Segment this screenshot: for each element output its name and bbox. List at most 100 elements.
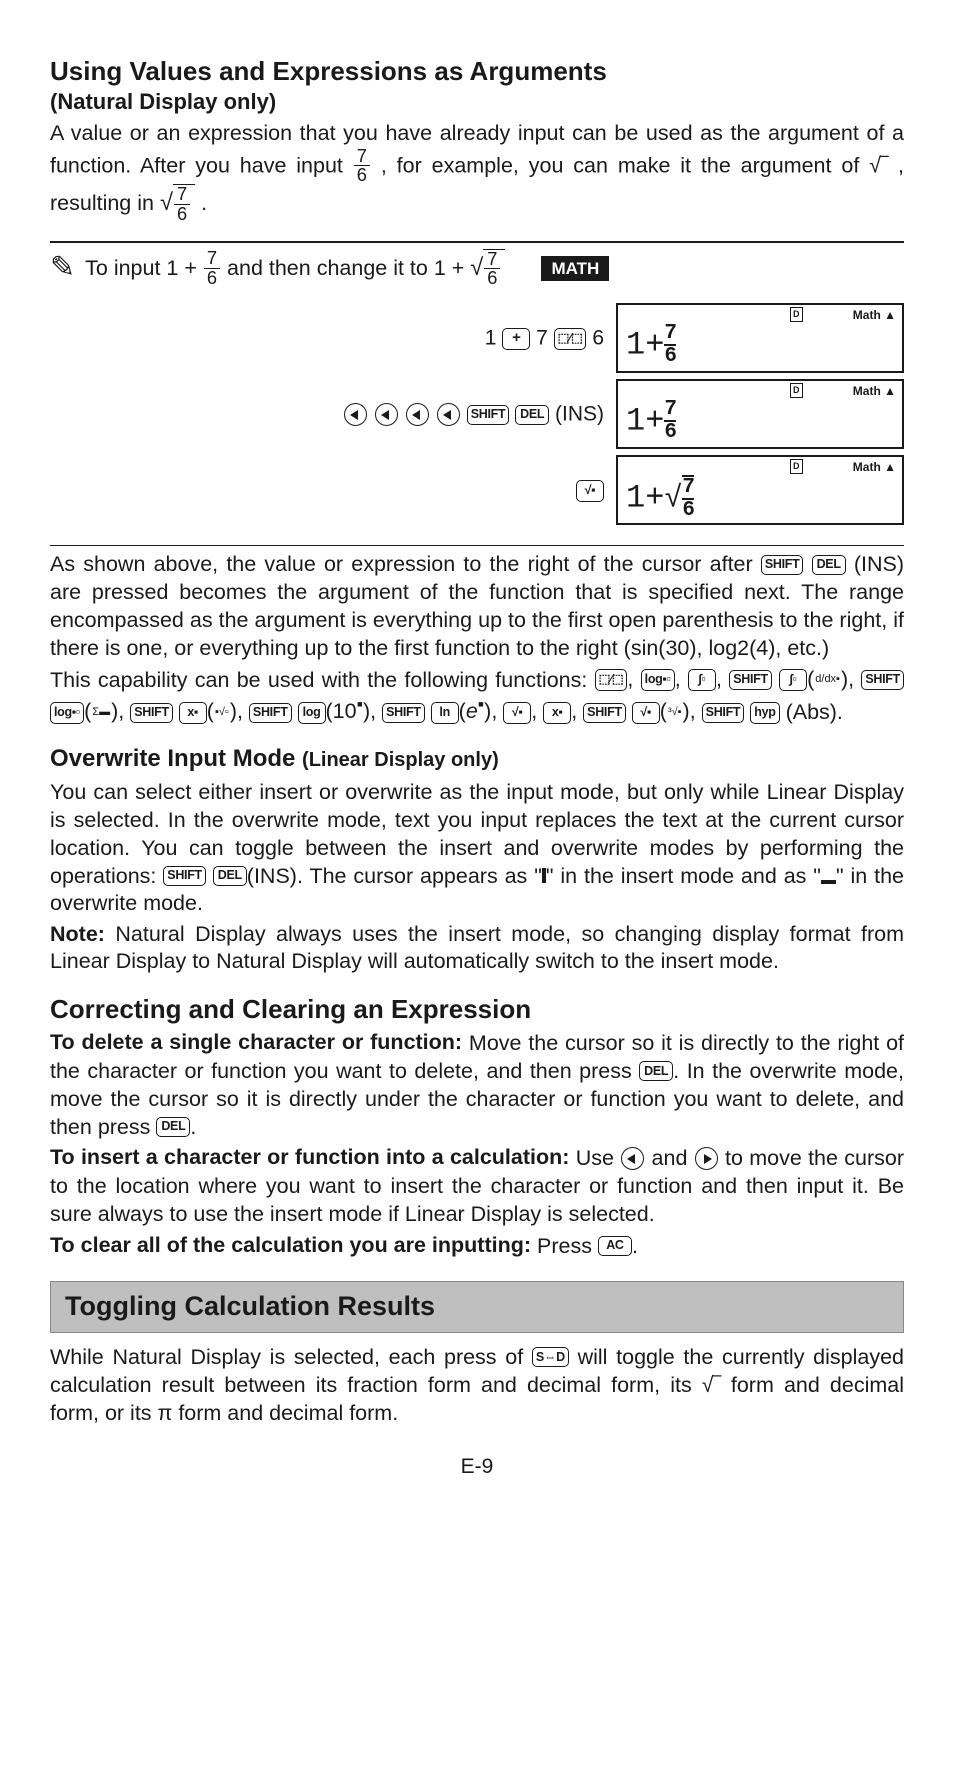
disp1-pre: 1+: [626, 327, 664, 364]
s1b-p2b: (Abs).: [786, 700, 843, 724]
s1-after-p2: This capability can be used with the fol…: [50, 666, 904, 727]
key-shift: SHIFT: [382, 703, 425, 723]
s1-intro-b: , for example, you can make it the argum…: [371, 153, 869, 177]
key-fn: log: [298, 702, 326, 724]
s3-p3l: To clear all of the calculation you are …: [50, 1233, 531, 1257]
key-fn: ∫▫: [779, 669, 807, 691]
ind-math: Math ▲: [853, 309, 896, 321]
s1-title: Using Values and Expressions as Argument…: [50, 55, 904, 88]
key-shift: SHIFT: [761, 555, 804, 575]
nav-left-icon: [621, 1147, 644, 1170]
example-head: ✎ To input 1 + 76 and then change it to …: [50, 249, 904, 288]
key-shift: SHIFT: [702, 703, 745, 723]
key-fn: ln: [431, 702, 459, 724]
key-ac: AC: [598, 1236, 632, 1256]
s2-pc: " in the insert mode and as ": [546, 863, 821, 887]
disp3-sqrt: √: [664, 483, 682, 517]
key-del: DEL: [639, 1061, 673, 1081]
s3-p2b: and: [645, 1146, 693, 1170]
s1-subtitle: (Natural Display only): [50, 88, 904, 116]
s3-p3b: .: [632, 1234, 638, 1258]
ind-d: D: [790, 459, 803, 474]
math-badge: MATH: [541, 256, 609, 281]
nav-left-icon: [375, 403, 398, 426]
s2-note: Note: Natural Display always uses the in…: [50, 921, 904, 975]
fn-glyph: d/dx▪: [815, 673, 840, 687]
frac-7-6: 76: [354, 147, 370, 185]
key-fn: √▪: [632, 702, 660, 724]
sqrt-frac: √76: [160, 184, 195, 223]
key-del: DEL: [156, 1117, 190, 1137]
s1-after-p1: As shown above, the value or expression …: [50, 550, 904, 661]
key-fn: x▪: [543, 702, 571, 724]
sqrt-sym: √‾: [869, 153, 888, 177]
s1b-p1a: As shown above, the value or expression …: [50, 552, 761, 576]
s3-p1c: .: [190, 1114, 196, 1138]
s1-intro: A value or an expression that you have a…: [50, 119, 904, 223]
s3-p2a: Use: [569, 1146, 620, 1170]
s2-title: Overwrite Input Mode (Linear Display onl…: [50, 744, 904, 774]
key-shift: SHIFT: [467, 405, 510, 425]
s3-title: Correcting and Clearing an Expression: [50, 993, 904, 1026]
s4-heading: Toggling Calculation Results: [50, 1281, 904, 1333]
key-frac: ⬚⁄⬚: [554, 328, 587, 350]
row1: 1 + 7 ⬚⁄⬚ 6 DMath ▲ 1+76: [50, 303, 904, 373]
key-shift: SHIFT: [583, 703, 626, 723]
r1-t2: 7: [530, 326, 553, 349]
row3: √▪ D Math ▲ 1+√76: [50, 455, 904, 525]
key-fn: log▪▫: [641, 669, 675, 691]
nav-right-icon: [695, 1147, 718, 1170]
page: Using Values and Expressions as Argument…: [0, 0, 954, 1521]
s3-p2: To insert a character or function into a…: [50, 1144, 904, 1227]
disp3-frac: 76: [682, 475, 694, 521]
example-block: ✎ To input 1 + 76 and then change it to …: [50, 241, 904, 547]
key-fn: x▪: [179, 702, 207, 724]
nav-left-icon: [344, 403, 367, 426]
key-shift: SHIFT: [163, 866, 206, 886]
s3-p1: To delete a single character or function…: [50, 1029, 904, 1140]
ex-lead: To input 1 + 76 and then change it to 1 …: [85, 249, 505, 288]
r1-t1: 1: [485, 326, 503, 349]
key-shift: SHIFT: [249, 703, 292, 723]
key-fn: hyp: [750, 702, 779, 724]
disp1-frac: 76: [664, 323, 676, 367]
display1: D Math ▲ 1+76: [616, 303, 904, 373]
ind-d: D: [790, 307, 803, 322]
s2-note-t: Natural Display always uses the insert m…: [50, 922, 904, 973]
ins-label: (INS): [555, 402, 604, 425]
r1-t3: 6: [586, 326, 604, 349]
s1b-p2a: This capability can be used with the fol…: [50, 667, 595, 691]
s3-p3: To clear all of the calculation you are …: [50, 1232, 904, 1260]
row2: SHIFT DEL (INS) DMath ▲ 1+76: [50, 379, 904, 449]
key-del: DEL: [515, 405, 549, 425]
sqrt-sym2: √‾: [702, 1373, 721, 1397]
s3-p3a: Press: [531, 1234, 598, 1258]
ind-math: Math ▲: [853, 385, 896, 397]
key-del: DEL: [812, 555, 846, 575]
key-del: DEL: [213, 866, 247, 886]
s2-paren: (Linear Display only): [302, 749, 499, 771]
page-number: E-9: [50, 1454, 904, 1480]
s2-p: You can select either insert or overwrit…: [50, 778, 904, 917]
ind-math: Math ▲: [853, 461, 896, 473]
display3: D Math ▲ 1+√76: [616, 455, 904, 525]
key-shift: SHIFT: [729, 670, 772, 690]
ex-lead-a: To input 1 +: [85, 256, 203, 280]
fn-glyph: ▪√▫: [215, 706, 229, 720]
disp3-pre: 1+: [626, 480, 664, 517]
pencil-icon: ✎: [50, 249, 75, 287]
ex-lead-b: and then change it to 1 +: [221, 256, 470, 280]
sqrt-frac2: √76: [470, 249, 505, 288]
fn-glyph: Σ▬: [92, 706, 110, 720]
key-shift: SHIFT: [861, 670, 904, 690]
key-fn: ∫▫: [688, 669, 716, 691]
ind-d: D: [790, 383, 803, 398]
s3-p1l: To delete a single character or function…: [50, 1030, 462, 1054]
key-fn: log▪▫: [50, 702, 84, 724]
disp2-frac: 76: [664, 399, 676, 443]
s2-pb: (INS). The cursor appears as ": [247, 863, 542, 887]
s4-pa: While Natural Display is selected, each …: [50, 1345, 532, 1369]
s2-title-t: Overwrite Input Mode: [50, 745, 302, 772]
s3-p2l: To insert a character or function into a…: [50, 1145, 569, 1169]
key-sqrt: √▪: [576, 480, 604, 502]
